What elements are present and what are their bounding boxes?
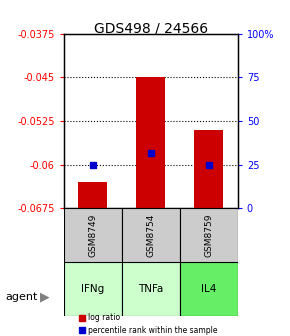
Bar [136,77,165,208]
Text: GSM8754: GSM8754 [146,213,155,257]
Bar [64,208,122,262]
Text: GSM8749: GSM8749 [88,213,97,257]
Bar [194,130,223,208]
Text: ▶: ▶ [40,291,50,304]
Bar [78,182,107,208]
Text: IL4: IL4 [201,284,217,294]
Bar [180,262,238,316]
Text: agent: agent [6,292,38,302]
Bar [122,262,180,316]
Text: GSM8759: GSM8759 [204,213,213,257]
Bar [64,262,122,316]
Text: GDS498 / 24566: GDS498 / 24566 [94,22,208,36]
Text: IFNg: IFNg [81,284,104,294]
Legend: log ratio, percentile rank within the sample: log ratio, percentile rank within the sa… [79,313,217,335]
Bar [180,208,238,262]
Bar [122,208,180,262]
Text: TNFa: TNFa [138,284,164,294]
